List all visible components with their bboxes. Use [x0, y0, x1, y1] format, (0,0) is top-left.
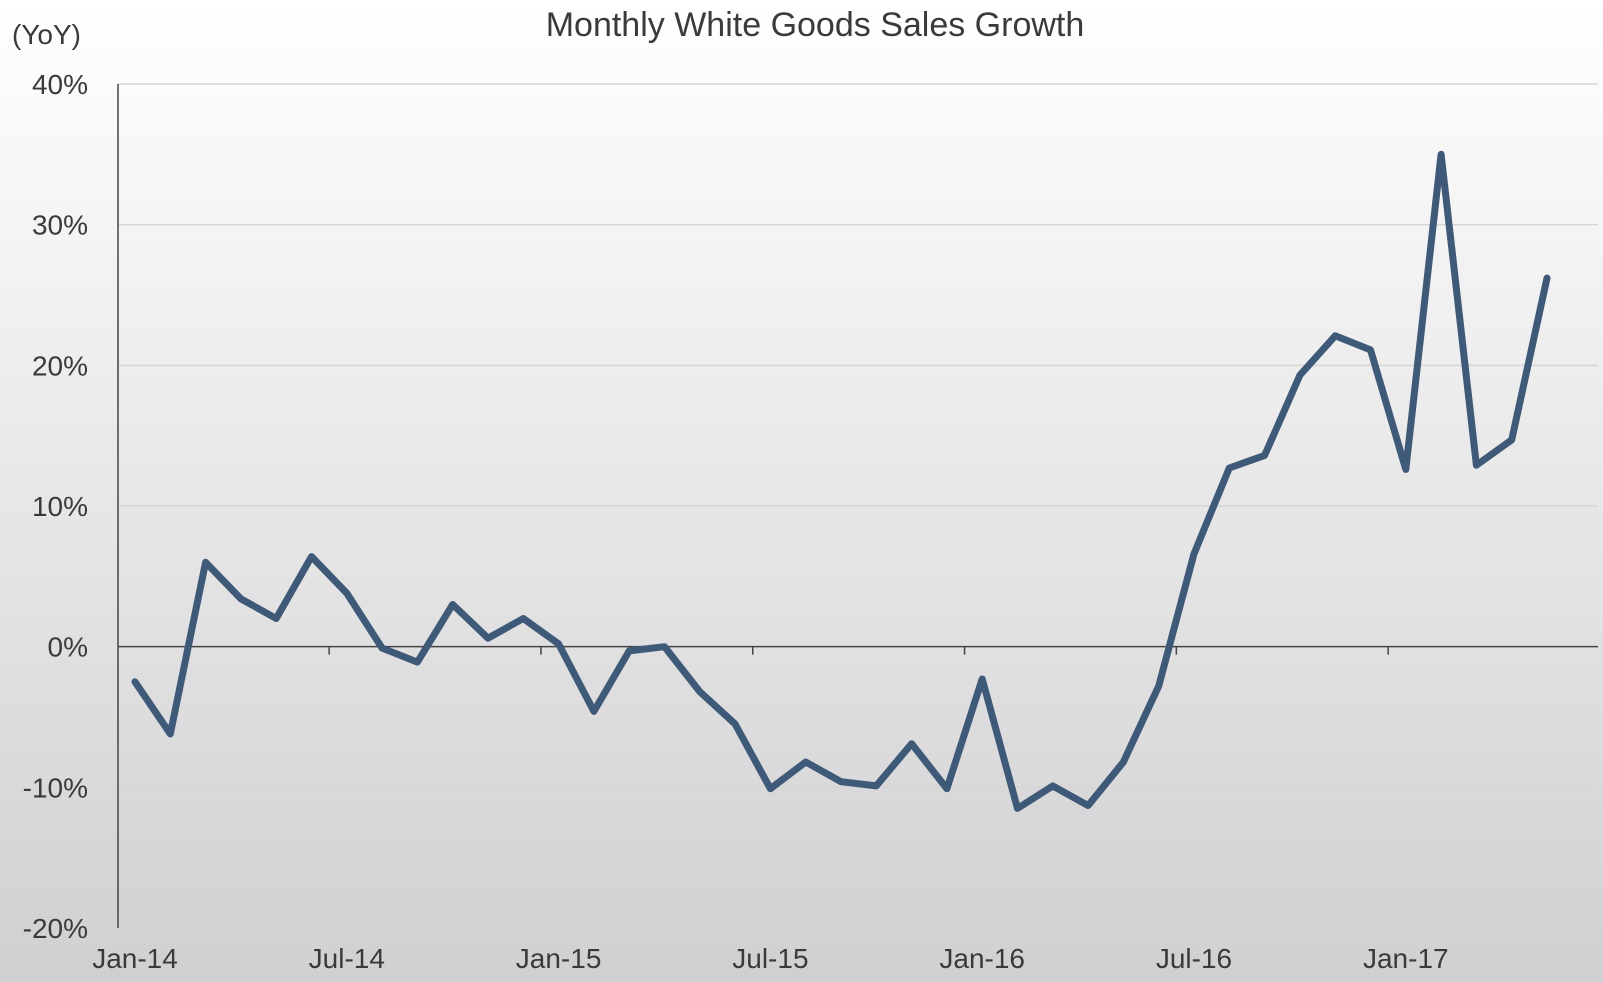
x-tick-label: Jul-15 — [732, 943, 808, 974]
y-tick-label: 20% — [32, 350, 88, 381]
y-tick-label: -20% — [23, 913, 88, 944]
series-line — [131, 150, 1551, 812]
x-tick-labels: Jan-14 Jul-14 Jan-15 Jul-15 Jan-16 Jul-16 Jan-… — [92, 943, 1448, 974]
x-tick-label: Jan-16 — [939, 943, 1025, 974]
x-tick-label: Jan-17 — [1363, 943, 1449, 974]
y-tick-label: 30% — [32, 210, 88, 241]
x-tick-label: Jul-14 — [309, 943, 385, 974]
chart-title: Monthly White Goods Sales Growth — [546, 6, 1085, 44]
series — [131, 150, 1551, 812]
y-tick-label: -10% — [23, 772, 88, 803]
y-unit-label: (YoY) — [12, 19, 81, 50]
y-tick-label: 10% — [32, 491, 88, 522]
y-tick-labels: 40% 30% 20% 10% 0% -10% -20% — [23, 69, 88, 944]
x-tick-label: Jan-15 — [516, 943, 602, 974]
x-tick-label: Jan-14 — [92, 943, 178, 974]
axes — [117, 84, 1598, 928]
y-tick-label: 40% — [32, 69, 88, 100]
x-tick-label: Jul-16 — [1156, 943, 1232, 974]
y-tick-label: 0% — [48, 632, 88, 663]
gridlines — [118, 83, 1598, 929]
